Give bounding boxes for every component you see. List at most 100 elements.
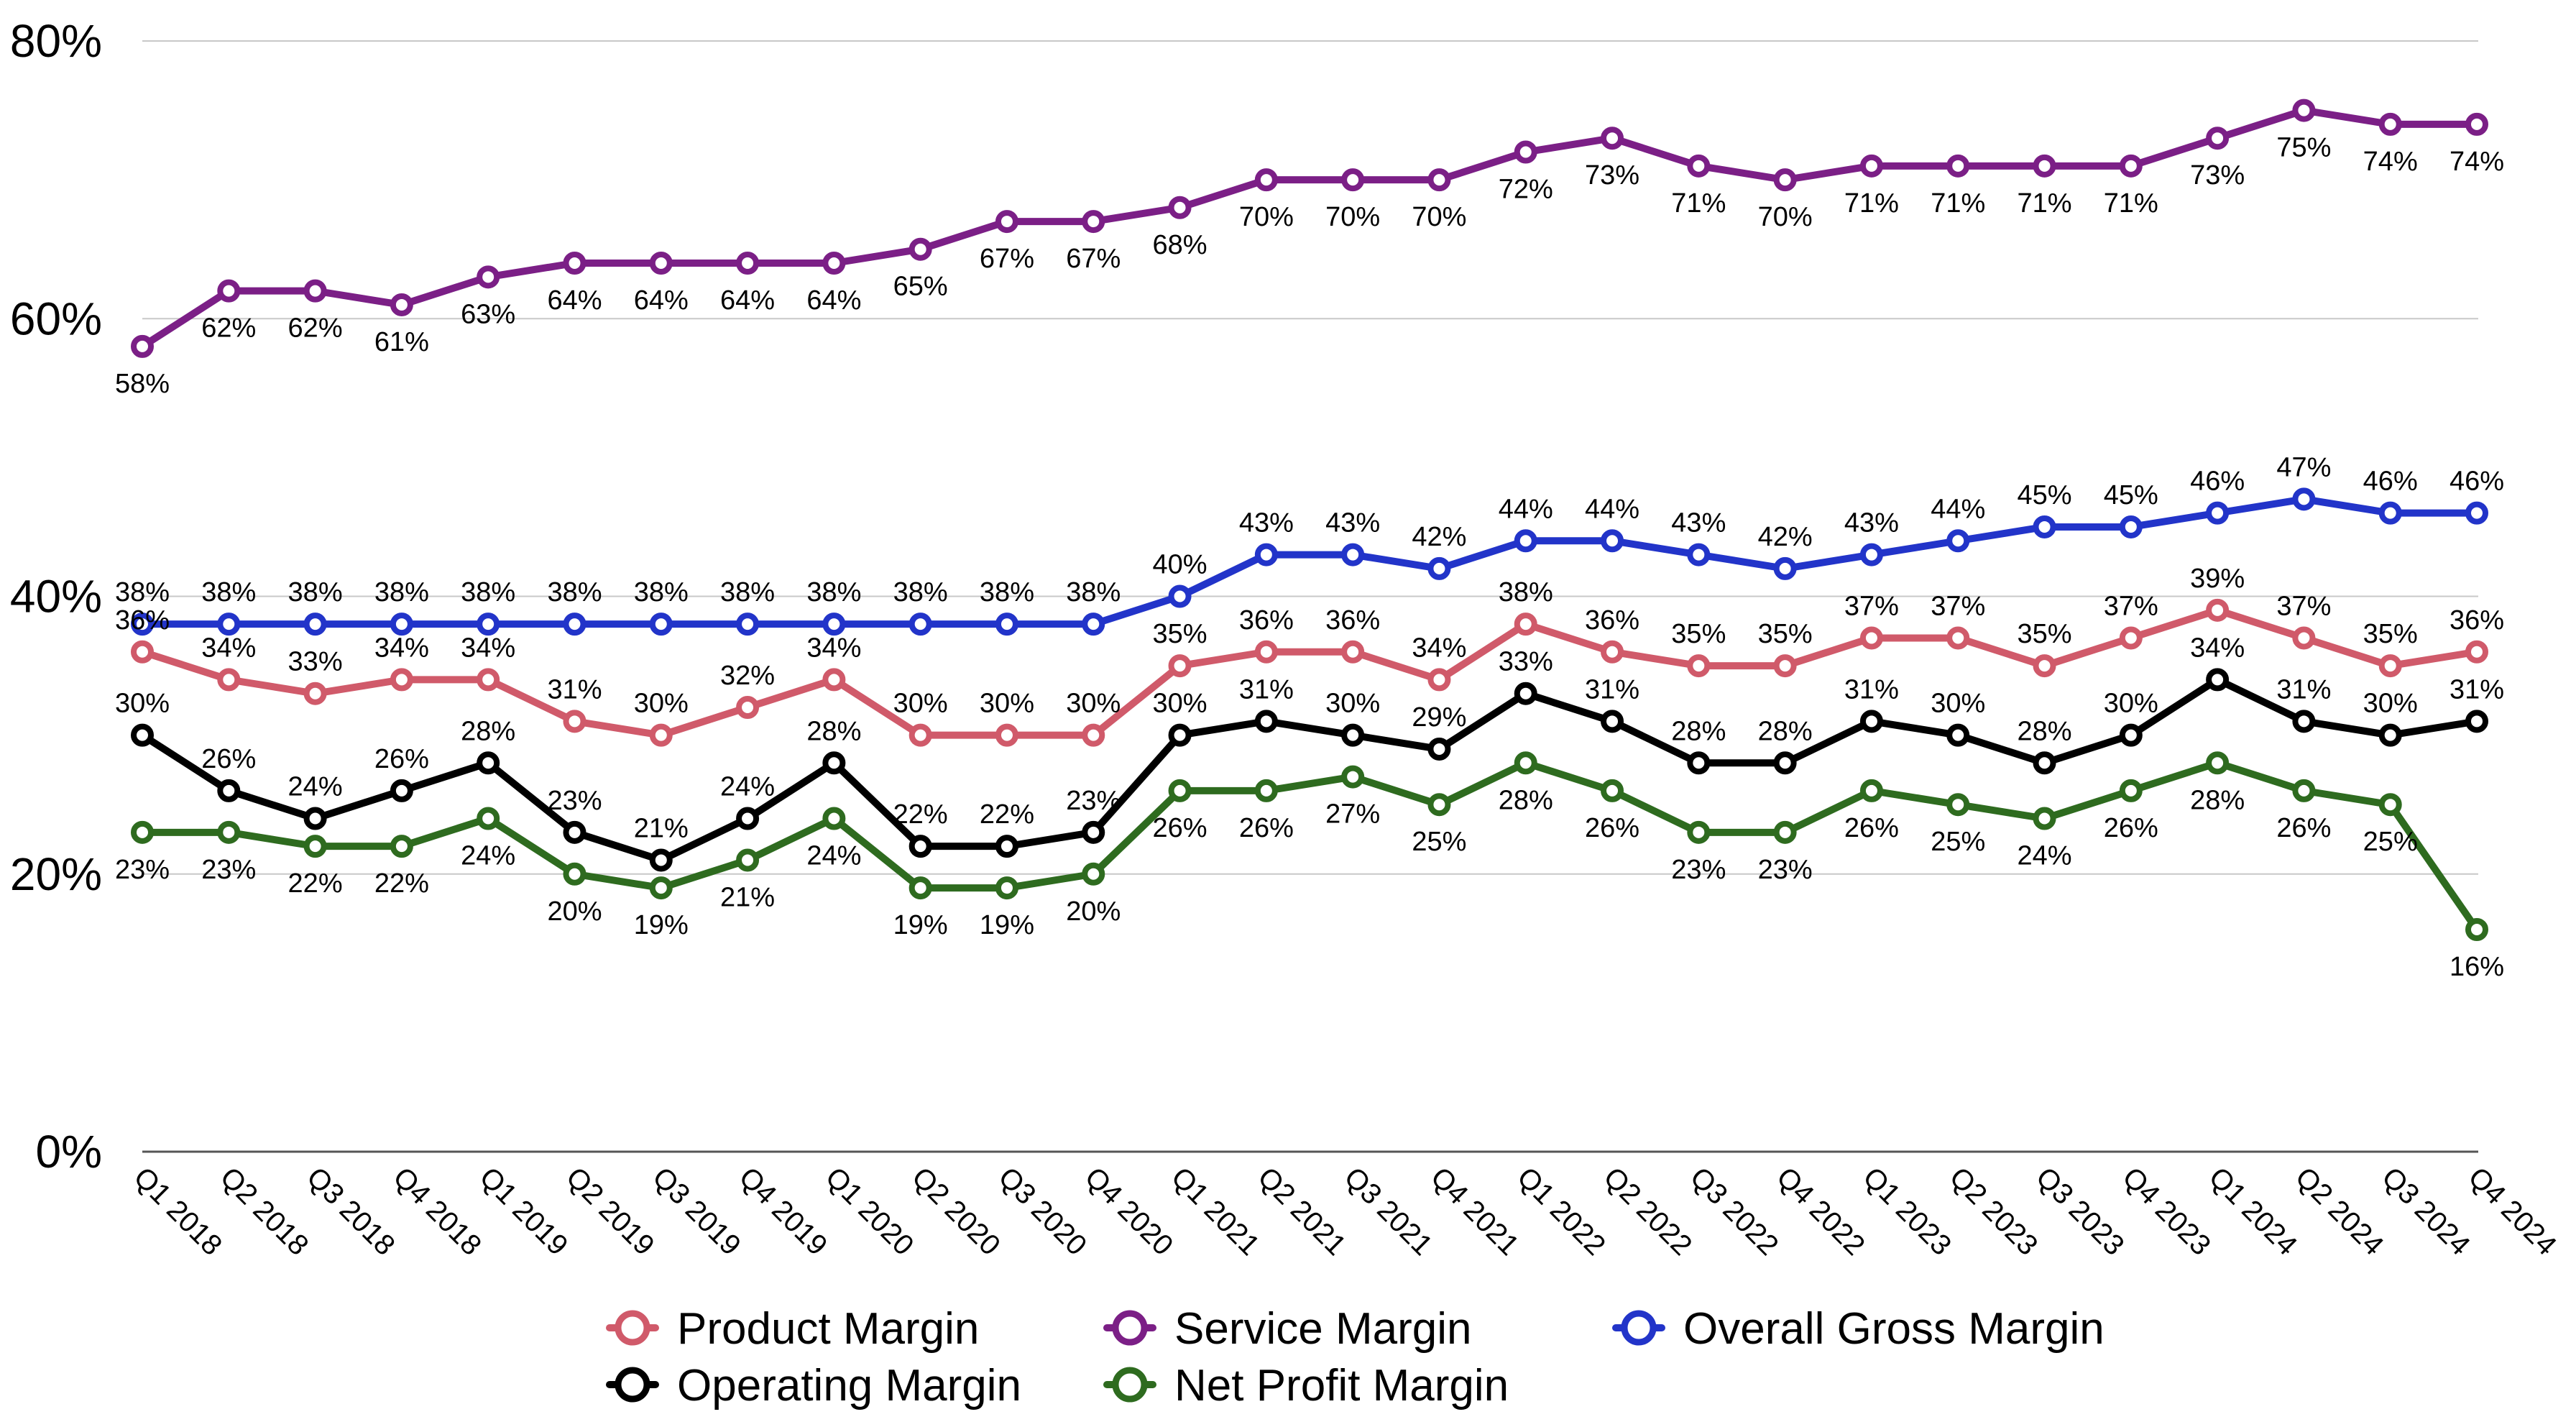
data-point-service-margin <box>2119 154 2143 178</box>
data-point-net-profit-margin <box>1168 779 1192 802</box>
data-label-net-profit-margin: 28% <box>2190 785 2245 815</box>
data-label-operating-margin: 28% <box>2017 716 2071 746</box>
data-point-overall-gross-margin <box>1859 543 1883 566</box>
x-tick-label: Q2 2024 <box>2289 1161 2390 1262</box>
data-point-product-margin <box>908 723 932 747</box>
data-point-overall-gross-margin <box>1601 529 1624 553</box>
y-axis-ticks: 0% 20% 40% 60% 80% <box>10 15 102 1178</box>
data-point-net-profit-margin <box>217 820 241 844</box>
data-point-operating-margin <box>2119 723 2143 747</box>
legend: Product Margin Service Margin Overall Gros… <box>606 1304 2104 1410</box>
data-point-net-profit-margin <box>736 848 760 872</box>
data-label-service-margin: 64% <box>720 285 775 316</box>
data-point-net-profit-margin <box>1601 779 1624 802</box>
data-point-service-margin <box>1341 168 1365 192</box>
data-label-product-margin: 38% <box>1499 577 1553 607</box>
data-label-net-profit-margin: 28% <box>1499 785 1553 815</box>
data-point-service-margin <box>1168 196 1192 219</box>
data-point-service-margin <box>995 210 1018 234</box>
x-tick-label: Q3 2019 <box>646 1161 747 1262</box>
data-label-overall-gross-margin: 44% <box>1499 494 1553 524</box>
data-label-service-margin: 75% <box>2276 133 2331 163</box>
series-layer <box>131 98 2488 941</box>
data-label-overall-gross-margin: 46% <box>2363 467 2418 497</box>
legend-label: Overall Gross Margin <box>1683 1304 2104 1354</box>
x-tick-label: Q4 2019 <box>733 1161 834 1262</box>
data-point-product-margin <box>1514 613 1537 636</box>
data-point-product-margin <box>390 668 413 692</box>
y-tick-label: 20% <box>10 848 102 900</box>
legend-swatch-marker <box>615 1367 650 1403</box>
data-label-operating-margin: 33% <box>1499 647 1553 677</box>
data-point-overall-gross-margin <box>2033 515 2056 538</box>
x-tick-label: Q4 2024 <box>2462 1161 2563 1262</box>
data-label-net-profit-margin: 24% <box>2017 841 2071 871</box>
data-point-net-profit-margin <box>2378 793 2402 817</box>
data-point-operating-margin <box>1254 710 1278 733</box>
data-label-overall-gross-margin: 43% <box>1671 508 1726 538</box>
data-label-overall-gross-margin: 38% <box>720 577 775 607</box>
data-point-overall-gross-margin <box>736 613 760 636</box>
data-label-operating-margin: 28% <box>1758 716 1813 746</box>
data-point-service-margin <box>390 293 413 316</box>
data-point-overall-gross-margin <box>217 613 241 636</box>
data-point-overall-gross-margin <box>1427 556 1451 580</box>
data-point-service-margin <box>303 279 327 303</box>
data-label-operating-margin: 30% <box>2104 689 2158 719</box>
data-label-overall-gross-margin: 45% <box>2017 480 2071 510</box>
series-overall-gross-margin <box>131 487 2488 636</box>
data-point-operating-margin <box>563 820 586 844</box>
gridlines <box>142 40 2478 1153</box>
data-label-service-margin: 73% <box>2190 160 2245 191</box>
data-point-overall-gross-margin <box>1082 613 1105 636</box>
data-point-overall-gross-margin <box>477 613 500 636</box>
data-label-net-profit-margin: 27% <box>1325 799 1380 830</box>
data-point-operating-margin <box>908 835 932 858</box>
data-label-operating-margin: 26% <box>374 744 429 774</box>
data-label-service-margin: 71% <box>2104 188 2158 219</box>
data-point-net-profit-margin <box>1514 751 1537 775</box>
data-label-operating-margin: 24% <box>288 772 343 802</box>
data-label-operating-margin: 21% <box>634 813 689 843</box>
data-label-service-margin: 71% <box>1931 188 1985 219</box>
legend-swatch-marker <box>1621 1310 1657 1346</box>
data-label-operating-margin: 34% <box>2190 633 2245 663</box>
data-point-product-margin <box>1168 654 1192 678</box>
data-point-product-margin <box>1946 626 1970 650</box>
legend-label: Net Profit Margin <box>1174 1361 1509 1410</box>
data-label-net-profit-margin: 26% <box>2276 813 2331 843</box>
data-label-net-profit-margin: 20% <box>547 896 602 927</box>
data-label-operating-margin: 30% <box>1931 689 1985 719</box>
data-label-product-margin: 35% <box>2017 619 2071 649</box>
x-tick-label: Q1 2024 <box>2203 1161 2304 1262</box>
x-tick-label: Q3 2020 <box>993 1161 1093 1262</box>
data-point-net-profit-margin <box>2465 918 2488 941</box>
data-label-overall-gross-margin: 38% <box>547 577 602 607</box>
data-point-product-margin <box>2378 654 2402 678</box>
y-tick-label: 40% <box>10 571 102 623</box>
data-label-overall-gross-margin: 44% <box>1931 494 1985 524</box>
data-label-product-margin: 32% <box>720 661 775 691</box>
data-label-product-margin: 37% <box>2276 591 2331 621</box>
data-label-net-profit-margin: 19% <box>980 910 1034 940</box>
data-point-service-margin <box>1687 154 1711 178</box>
data-label-service-margin: 62% <box>288 313 343 344</box>
legend-swatch-marker <box>1112 1367 1148 1403</box>
data-point-operating-margin <box>1946 723 1970 747</box>
data-point-product-margin <box>822 668 846 692</box>
data-point-operating-margin <box>477 751 500 775</box>
series-operating-margin <box>131 668 2488 872</box>
data-label-overall-gross-margin: 45% <box>2104 480 2158 510</box>
data-point-service-margin <box>822 252 846 275</box>
data-label-operating-margin: 28% <box>806 716 861 746</box>
data-point-service-margin <box>1514 140 1537 164</box>
data-point-service-margin <box>1773 168 1797 192</box>
data-point-overall-gross-margin <box>2378 501 2402 525</box>
data-label-operating-margin: 31% <box>1844 674 1899 705</box>
data-point-net-profit-margin <box>995 876 1018 900</box>
data-point-net-profit-margin <box>1082 862 1105 886</box>
data-point-net-profit-margin <box>1341 765 1365 789</box>
data-point-net-profit-margin <box>2206 751 2230 775</box>
data-point-operating-margin <box>217 779 241 802</box>
